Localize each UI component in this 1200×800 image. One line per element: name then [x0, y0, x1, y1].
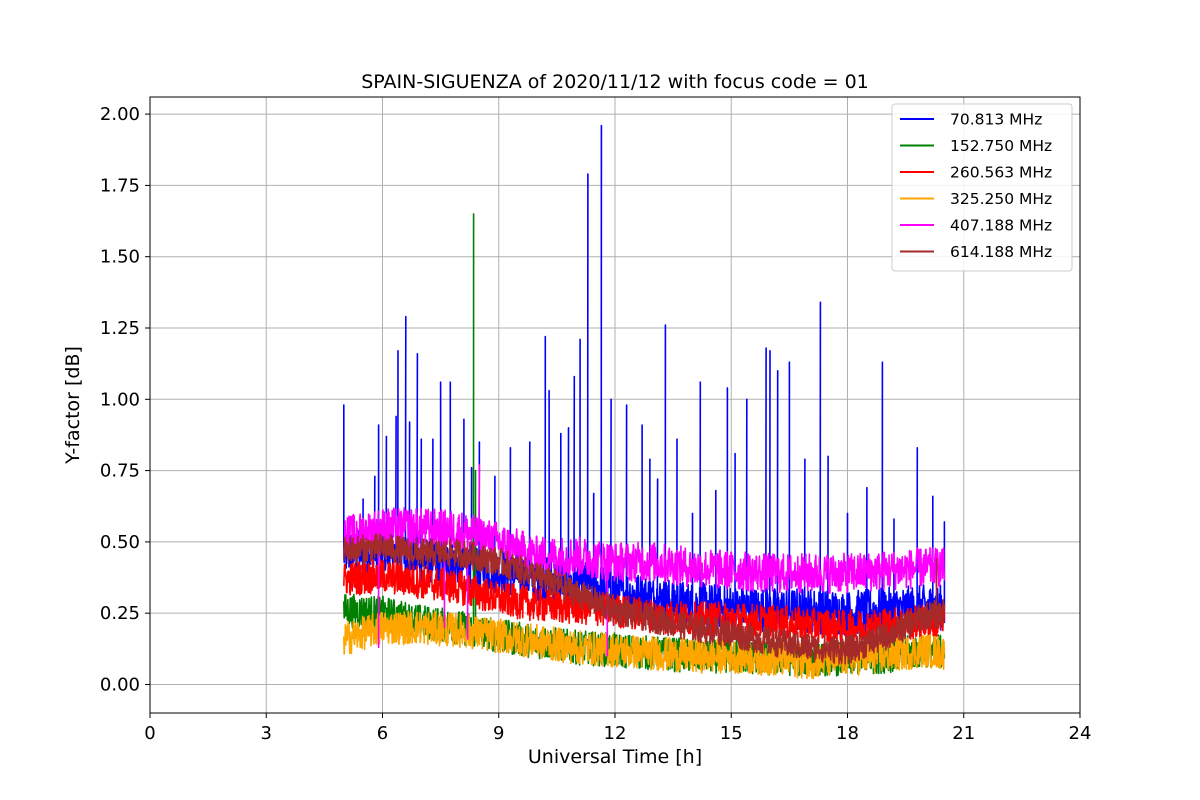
y-tick-label: 0.75: [100, 461, 140, 482]
legend: 70.813 MHz 152.750 MHz 260.563 MHz 325.250 …: [891, 103, 1073, 272]
x-tick-label: 3: [261, 723, 272, 744]
legend-entry: 407.188 MHz: [950, 217, 1052, 235]
x-tick-label: 24: [1069, 723, 1092, 744]
legend-entry: 325.250 MHz: [950, 190, 1052, 208]
series-line-4: [343, 464, 946, 657]
y-axis-label: Y-factor [dB]: [62, 346, 84, 465]
legend-box: [891, 103, 1073, 272]
y-tick-label: 1.75: [100, 175, 140, 196]
x-axis-ticks: 0 3 6 9 12 15 18 21 24: [144, 713, 1091, 744]
series-line-5: [343, 533, 946, 665]
legend-entry: 70.813 MHz: [950, 111, 1042, 129]
x-tick-label: 6: [377, 723, 388, 744]
series-group: [342, 124, 946, 680]
y-tick-label: 1.50: [100, 247, 140, 268]
x-tick-label: 18: [836, 723, 859, 744]
y-tick-label: 0.25: [100, 603, 140, 624]
y-tick-label: 0.00: [100, 674, 140, 695]
y-tick-label: 1.25: [100, 318, 140, 339]
legend-entry: 152.750 MHz: [950, 137, 1052, 155]
x-tick-label: 9: [493, 723, 504, 744]
y-axis-ticks: 0.00 0.25 0.50 0.75 1.00 1.25 1.50 1.75 2.00: [100, 104, 150, 695]
y-tick-label: 2.00: [100, 104, 140, 125]
chart-title: SPAIN-SIGUENZA of 2020/11/12 with focus …: [361, 71, 869, 93]
x-tick-label: 12: [604, 723, 627, 744]
legend-entry: 614.188 MHz: [950, 243, 1052, 261]
y-tick-label: 0.50: [100, 532, 140, 553]
x-axis-label: Universal Time [h]: [528, 746, 702, 768]
x-tick-label: 15: [720, 723, 743, 744]
legend-entry: 260.563 MHz: [950, 164, 1052, 182]
x-tick-label: 0: [144, 723, 155, 744]
x-tick-label: 21: [952, 723, 975, 744]
y-tick-label: 1.00: [100, 389, 140, 410]
